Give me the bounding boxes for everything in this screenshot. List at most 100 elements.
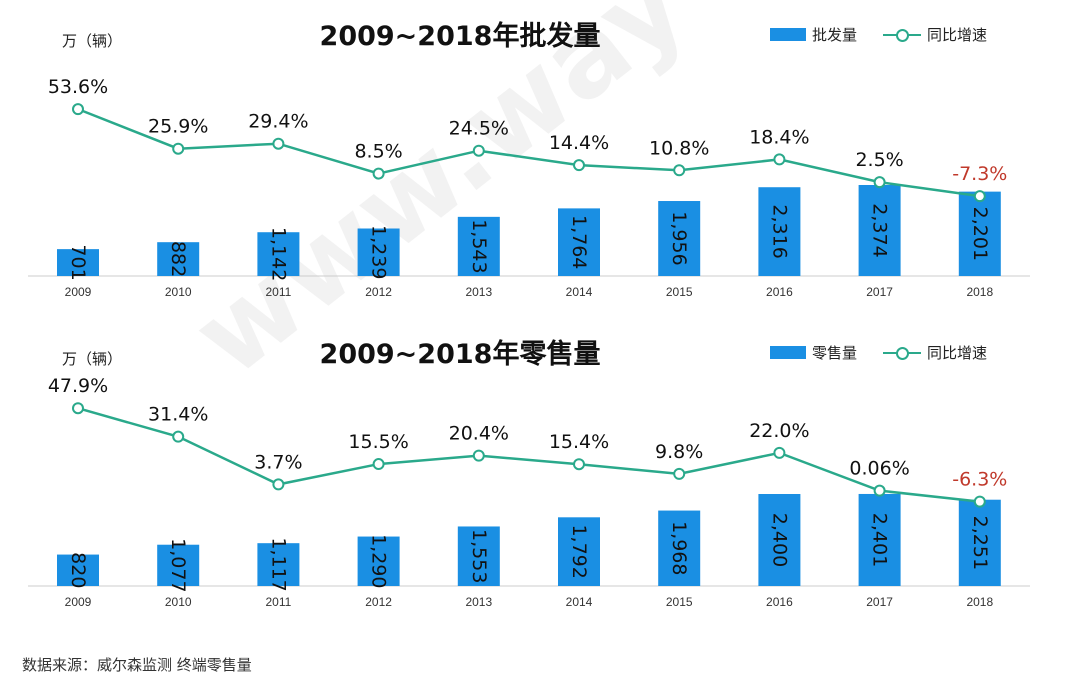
source-note: 数据来源：威尔森监测 终端零售量: [22, 656, 252, 674]
bar: [257, 232, 300, 276]
line-data-label: 29.4%: [248, 111, 308, 133]
line-data-label: 25.9%: [148, 116, 208, 138]
bar: [558, 517, 600, 586]
line-point: [272, 137, 285, 150]
bar: [157, 544, 200, 586]
line-data-label: 9.8%: [655, 441, 703, 463]
x-tick-label: 2016: [766, 285, 793, 299]
line-data-label: 8.5%: [354, 141, 402, 163]
bar: [658, 201, 701, 276]
bar: [558, 208, 600, 276]
bar: [758, 187, 801, 276]
x-tick-label: 2018: [966, 595, 993, 609]
x-tick-label: 2014: [566, 285, 593, 299]
line-point: [773, 153, 786, 166]
legend: 批发量 同比增速: [770, 24, 987, 45]
line-point: [573, 458, 585, 471]
line-point: [172, 430, 185, 443]
retail-plot: 2009 2010 2011 2012 2013 2014 2015 2016 2017 2018…: [28, 375, 1030, 609]
legend-line-label: 同比增速: [927, 26, 988, 44]
bar-data-label: 2,251: [969, 516, 991, 570]
line-point: [372, 458, 385, 471]
bar: [57, 249, 99, 276]
bar-data-label: 2,400: [768, 513, 790, 567]
bar: [157, 242, 200, 276]
line-data-label: 3.7%: [254, 451, 302, 473]
bar-data-label: 2,201: [969, 207, 991, 261]
bar: [758, 494, 801, 586]
x-tick-label: 2017: [866, 595, 893, 609]
line-data-label: 14.4%: [549, 132, 609, 154]
bar-data-label: 1,553: [468, 529, 490, 583]
bar: [658, 510, 701, 586]
bar-data-label: 2,401: [869, 513, 891, 567]
bar-data-label: 1,117: [267, 537, 289, 591]
line-data-label: 31.4%: [148, 404, 208, 426]
bar: [958, 499, 1001, 586]
bar-data-label: 1,077: [167, 538, 189, 592]
line-data-label: 10.8%: [649, 137, 709, 159]
chart-title: 2009~2018年零售量: [319, 339, 601, 370]
x-tick-label: 2013: [465, 595, 492, 609]
line-data-label: 15.5%: [348, 431, 408, 453]
line-data-label: 22.0%: [749, 420, 809, 442]
bar-data-label: 701: [67, 244, 89, 280]
x-tick-label: 2013: [465, 285, 492, 299]
x-tick-label: 2016: [766, 595, 793, 609]
x-tick-label: 2011: [265, 285, 291, 299]
line-point: [573, 159, 585, 172]
unit-label: 万（辆）: [62, 350, 123, 368]
line-point: [472, 449, 485, 462]
x-tick-label: 2017: [866, 285, 893, 299]
bar: [257, 543, 300, 586]
bar-data-label: 2,374: [869, 203, 891, 257]
line-data-label: 18.4%: [749, 126, 809, 148]
x-tick-label: 2015: [666, 595, 693, 609]
x-tick-label: 2012: [365, 595, 392, 609]
legend-bar-label: 零售量: [812, 344, 858, 362]
line-point: [973, 190, 986, 203]
line-point: [72, 402, 84, 415]
x-tick-label: 2010: [165, 285, 192, 299]
line-data-label: 2.5%: [855, 149, 903, 171]
line-data-label: 53.6%: [48, 76, 108, 98]
line-point: [72, 103, 84, 116]
bar-data-label: 1,142: [267, 227, 289, 281]
bar-data-label: 1,239: [368, 225, 390, 279]
bar-data-label: 882: [167, 241, 189, 277]
bar-data-label: 2,316: [768, 204, 790, 258]
chart-title: 2009~2018年批发量: [319, 21, 601, 52]
bar: [457, 216, 500, 276]
bar: [858, 493, 901, 586]
line-point: [272, 478, 285, 491]
legend-bar-swatch: [770, 346, 806, 359]
line-point: [372, 167, 385, 180]
legend: 零售量 同比增速: [770, 342, 987, 363]
line-data-label: 24.5%: [449, 118, 509, 140]
line-point: [773, 446, 786, 459]
x-tick-label: 2012: [365, 285, 392, 299]
bar: [357, 228, 400, 276]
bar-data-label: 820: [67, 552, 89, 588]
bar: [357, 536, 400, 586]
wholesale-plot: 2009 2010 2011 2012 2013 2014 2015 2016 2017 2018…: [28, 76, 1030, 299]
line-point: [172, 142, 185, 155]
growth-line: [77, 107, 980, 198]
legend-line-label: 同比增速: [927, 344, 988, 362]
bar-data-label: 1,968: [668, 521, 690, 575]
legend-bar-label: 批发量: [812, 26, 858, 44]
wholesale-chart: 万（辆） 2009~2018年批发量 批发量 同比增速 2009 2010 2011…: [0, 0, 1080, 315]
x-tick-label: 2018: [966, 285, 993, 299]
bar-data-label: 1,956: [668, 211, 690, 265]
bar: [858, 184, 901, 276]
x-tick-label: 2014: [566, 595, 593, 609]
x-tick-label: 2010: [165, 595, 192, 609]
line-point: [673, 467, 686, 480]
x-tick-label: 2011: [265, 595, 291, 609]
legend-bar-swatch: [770, 28, 806, 41]
line-data-label: 47.9%: [48, 375, 108, 397]
line-point: [973, 495, 986, 508]
line-point: [472, 144, 485, 157]
retail-chart: 万（辆） 2009~2018年零售量 零售量 同比增速 2009 2010 2011…: [0, 318, 1080, 630]
line-data-label: 0.06%: [849, 458, 909, 480]
